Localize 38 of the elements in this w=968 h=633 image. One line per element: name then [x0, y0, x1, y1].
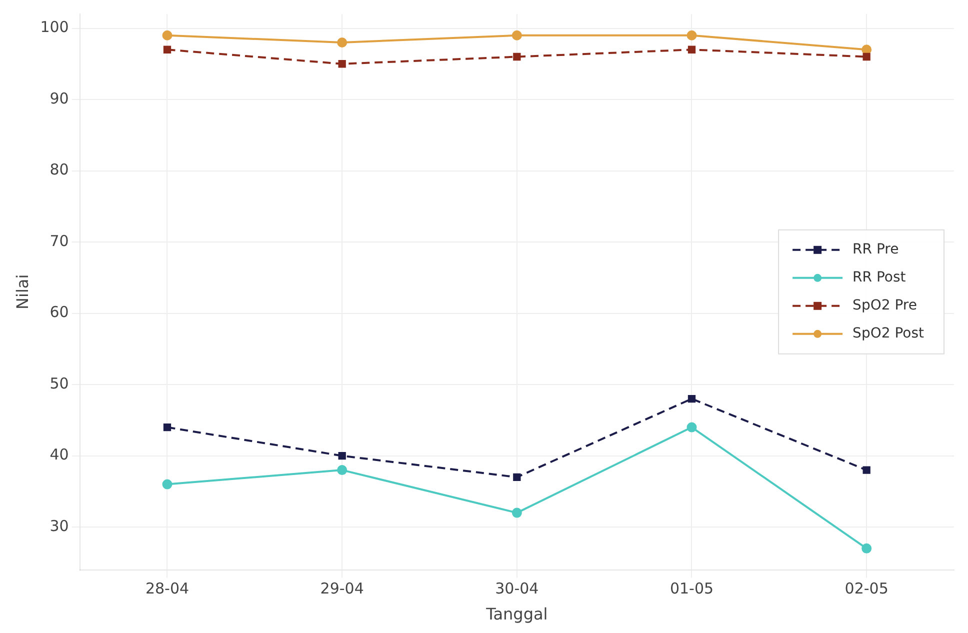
y-tick-label: 90	[50, 89, 69, 108]
y-tick-label: 70	[50, 232, 69, 250]
point	[337, 38, 348, 48]
point	[513, 52, 521, 61]
point	[686, 422, 697, 432]
x-axis-title: Tanggal	[485, 604, 548, 624]
x-tick-label: 30-04	[495, 580, 539, 598]
x-tick-label: 01-05	[670, 580, 714, 598]
y-tick-label: 60	[50, 303, 69, 322]
y-tick-label: 100	[40, 18, 69, 36]
point	[513, 473, 521, 481]
legend-label: SpO2 Pre	[852, 298, 917, 314]
point	[862, 543, 872, 554]
x-tick-label: 02-05	[844, 580, 888, 598]
point	[512, 508, 522, 518]
y-tick-label: 30	[50, 516, 69, 535]
legend-label: SpO2 Post	[852, 326, 925, 342]
y-tick-label: 40	[50, 446, 69, 464]
point	[688, 394, 696, 403]
point	[338, 60, 346, 68]
legend-label: RR Pre	[852, 242, 899, 258]
point	[862, 52, 870, 61]
y-tick-label: 50	[50, 374, 69, 392]
legend-label: RR Post	[852, 270, 906, 286]
y-axis-title: Nilai	[12, 274, 32, 310]
y-tick-label: 80	[50, 160, 69, 179]
point	[686, 30, 697, 40]
x-tick-label: 29-04	[320, 580, 364, 598]
x-tick-label: 28-04	[145, 580, 190, 598]
point	[338, 452, 346, 460]
point	[162, 30, 172, 40]
point	[337, 465, 348, 476]
point	[163, 423, 172, 432]
point	[688, 46, 696, 54]
point	[862, 466, 870, 474]
point	[512, 30, 522, 40]
point	[162, 479, 172, 490]
point	[163, 46, 172, 54]
